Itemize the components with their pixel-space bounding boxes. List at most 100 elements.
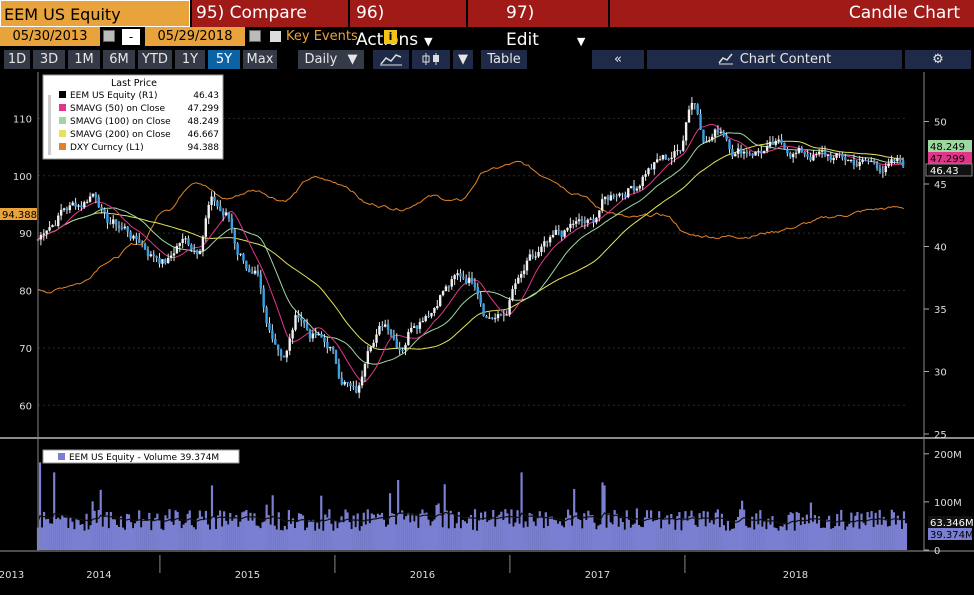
compare-button[interactable]: 95) Compare (192, 0, 348, 27)
candle-body (901, 160, 905, 167)
candle-body (438, 295, 442, 307)
last-price-tag-bg (928, 164, 972, 176)
candle-body (248, 268, 251, 273)
period-tab-ytd[interactable]: YTD (138, 50, 172, 69)
candle-body (152, 254, 155, 257)
candle-body (291, 329, 294, 339)
candle-body (450, 279, 453, 287)
candle-body (644, 174, 647, 177)
candle-body (844, 157, 847, 161)
period-tab-1d[interactable]: 1D (4, 50, 30, 69)
candle-body (430, 312, 433, 317)
candle-body (606, 196, 610, 201)
year-label: 2016 (410, 570, 435, 581)
candle-body (574, 221, 578, 224)
candle-body (363, 363, 367, 377)
start-date-field[interactable]: 05/30/2013 (0, 27, 100, 46)
candle-body (126, 226, 129, 232)
legend-item-value: 94.388 (188, 143, 220, 153)
legend-item-value: 46.667 (188, 130, 220, 140)
year-label: 2013 (0, 570, 24, 581)
legend-handle (48, 95, 51, 155)
candle-body (97, 197, 100, 207)
candle-body (745, 151, 749, 154)
candle-body (415, 326, 419, 329)
collapse-button[interactable]: « (592, 50, 644, 69)
candle-body (609, 195, 613, 201)
period-tab-3d[interactable]: 3D (33, 50, 65, 69)
chart-content-button[interactable]: Chart Content (647, 50, 902, 69)
key-events-checkbox[interactable] (270, 31, 281, 42)
axes: 110 100 90 80 70 60 50 45 40 35 30 25 200M 100M 0 2013 2… (0, 72, 974, 581)
candle-body (852, 159, 856, 165)
period-tab-1m[interactable]: 1M (68, 50, 100, 69)
candle-body (143, 243, 147, 250)
ticker-input[interactable]: EEM US Equity (0, 0, 190, 27)
candle-body (870, 160, 873, 162)
legend: Last Price EEM US Equity (R1) 46.43 SMAVG (… (42, 74, 240, 464)
period-tab-6m[interactable]: 6M (103, 50, 135, 69)
candle-body (106, 212, 109, 223)
candle-body (734, 153, 737, 157)
candle-body (780, 139, 783, 143)
candle-body (349, 382, 352, 386)
calendar-icon[interactable] (103, 30, 115, 42)
candle-body (687, 109, 691, 123)
candle-body (187, 238, 190, 245)
left-axis-tick-label: 80 (19, 287, 32, 298)
candle-body (673, 151, 676, 158)
candle-body (627, 188, 630, 198)
candle-body (725, 135, 728, 140)
end-date-field[interactable]: 05/29/2018 (145, 27, 245, 46)
candle-body (676, 150, 679, 152)
candle-body (884, 166, 887, 173)
candle-body (404, 344, 407, 351)
edit-menu-button[interactable]: 97) Edit ▼ (468, 0, 608, 50)
candle-body (352, 385, 355, 387)
dxy-value-tag: 94.388 (2, 210, 37, 221)
chart-type-title: Candle Chart (610, 0, 974, 27)
frequency-dropdown[interactable]: Daily ▼ (298, 50, 364, 69)
candle-body (893, 159, 896, 162)
period-tab-5y[interactable]: 5Y (208, 50, 240, 69)
candle-body (887, 163, 890, 167)
candle-body (59, 209, 63, 216)
candle-body (436, 306, 439, 309)
sma50-value-tag: 47.299 (930, 154, 965, 165)
candle-body (592, 218, 595, 223)
left-axis-tick-label: 70 (19, 344, 32, 355)
candle-body (705, 141, 708, 143)
candle-body (525, 260, 529, 271)
date-separator: - (122, 29, 140, 45)
period-tab-max[interactable]: Max (243, 50, 277, 69)
right-axis-tick-label: 50 (934, 118, 947, 129)
candle-body (650, 168, 653, 170)
candle-body (236, 243, 239, 255)
candle-body (693, 103, 696, 105)
period-tab-1y[interactable]: 1Y (175, 50, 205, 69)
candle-body (899, 158, 902, 161)
volume-last-tag: 39.374M (930, 530, 974, 541)
candle-body (135, 235, 138, 240)
legend-item-value: 46.43 (193, 91, 219, 101)
table-button[interactable]: Table (481, 50, 527, 69)
candlestick-icon[interactable] (412, 50, 450, 69)
candle-body (861, 159, 864, 162)
info-icon[interactable]: i (384, 30, 397, 44)
dropdown-caret-icon[interactable]: ▼ (453, 50, 473, 69)
line-chart-icon[interactable] (373, 50, 409, 69)
candle-body (346, 382, 349, 384)
candle-body (598, 210, 601, 218)
candle-body (83, 202, 86, 208)
candle-body (505, 314, 508, 316)
sma100-value-tag-bg (928, 140, 972, 152)
dropdown-caret-icon: ▼ (576, 35, 586, 48)
actions-menu-button[interactable]: 96) Actions▼ (350, 0, 466, 50)
candle-body (80, 205, 83, 208)
legend-item-label: SMAVG (200) on Close (70, 130, 171, 140)
candle-body (502, 314, 506, 316)
candle-body (580, 219, 584, 221)
gear-icon[interactable]: ⚙ (905, 50, 971, 69)
candle-body (320, 333, 323, 338)
calendar-icon[interactable] (249, 30, 261, 42)
